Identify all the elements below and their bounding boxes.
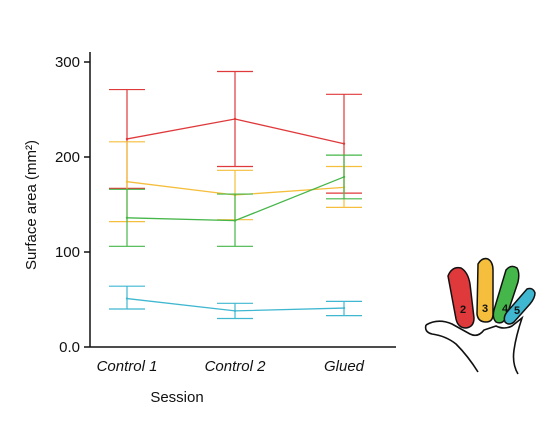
- data-point: [233, 219, 237, 222]
- y-tick-label: 200: [55, 149, 80, 166]
- x-tick-label: Glued: [324, 358, 365, 375]
- finger-4-label: 4: [502, 303, 509, 315]
- x-tick-label: Control 1: [97, 358, 158, 375]
- data-point: [342, 175, 346, 179]
- finger-5-icon: 5: [503, 287, 536, 325]
- finger-2-label: 2: [460, 304, 466, 316]
- finger-3-label: 3: [482, 303, 488, 315]
- x-tick-label: Control 2: [205, 358, 267, 375]
- y-tick-label: 300: [55, 54, 80, 71]
- y-tick-label: 100: [55, 244, 80, 261]
- y-axis-title: Surface area (mm²): [23, 140, 40, 270]
- data-point: [342, 306, 346, 310]
- data-point: [125, 297, 129, 300]
- data-point: [233, 309, 237, 313]
- x-axis-title: Session: [150, 389, 203, 406]
- finger-5-label: 5: [514, 305, 520, 317]
- finger-3-icon: 3: [476, 257, 494, 323]
- hand-diagram: 2 3 4 5: [424, 257, 536, 375]
- palm-outline: [424, 315, 524, 375]
- plot-area: 0.0 100 200 300 Control 1 Control 2 Glued: [55, 52, 396, 375]
- data-point: [125, 180, 129, 183]
- data-point: [342, 142, 346, 145]
- data-point: [125, 137, 129, 141]
- data-point: [233, 117, 237, 121]
- y-tick-label: 0.0: [59, 339, 80, 356]
- data-point: [125, 216, 129, 219]
- finger-2-icon: 2: [447, 266, 475, 329]
